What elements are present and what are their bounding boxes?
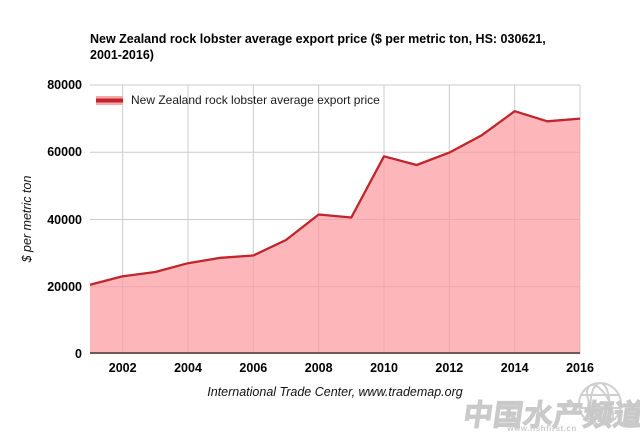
chart-title: New Zealand rock lobster average export … — [90, 31, 590, 63]
chart-title-line1: New Zealand rock lobster average export … — [90, 32, 546, 46]
y-tick-label: 20000 — [47, 279, 82, 294]
x-tick-label: 2004 — [174, 361, 202, 375]
chart-title-line2: 2001-2016) — [90, 48, 154, 62]
legend-label: New Zealand rock lobster average export … — [131, 93, 380, 107]
area-fill — [90, 111, 580, 354]
x-tick-label: 2002 — [108, 361, 137, 375]
price-line — [89, 110, 581, 286]
x-tick-label: 2006 — [239, 361, 268, 375]
x-tick-label: 2014 — [500, 361, 529, 375]
x-tick-label: 2010 — [370, 361, 398, 375]
y-tick-label: 40000 — [47, 212, 82, 227]
watermark-url: www.fishfirst.cn — [507, 424, 577, 433]
y-tick-label: 80000 — [47, 78, 82, 92]
x-tick-label: 2008 — [304, 361, 333, 375]
y-tick-label: 0 — [75, 347, 82, 361]
chart-plot-area: New Zealand rock lobster average export … — [89, 84, 581, 354]
area-chart-svg — [89, 84, 581, 354]
legend: New Zealand rock lobster average export … — [96, 93, 380, 107]
x-tick-label: 2012 — [435, 361, 464, 375]
watermark: 中国水产频道 www.fishfirst.cn — [461, 378, 640, 442]
x-tick-label: 2016 — [566, 361, 594, 375]
legend-swatch-icon — [96, 95, 123, 105]
y-tick-label: 60000 — [47, 145, 82, 160]
source-footer: International Trade Center, www.trademap… — [207, 385, 463, 399]
globe-icon — [578, 382, 622, 426]
